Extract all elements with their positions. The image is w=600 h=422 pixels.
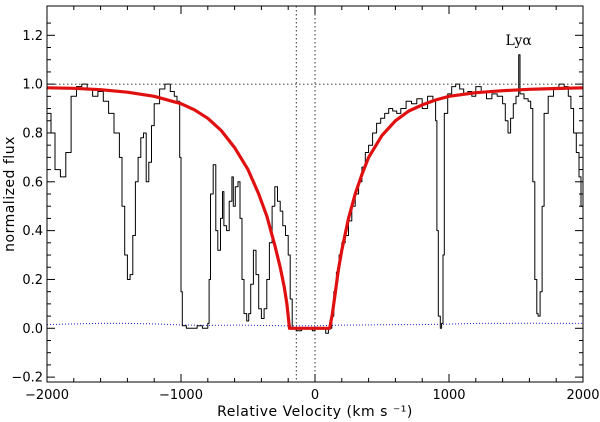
y-tick-label: 0.2: [22, 273, 43, 288]
x-tick-label: −2000: [25, 388, 69, 403]
y-tick-label: −0.2: [11, 371, 43, 386]
y-tick-label: 0.0: [22, 322, 43, 337]
model-profile-series: [46, 86, 584, 330]
y-tick-label: 1.2: [22, 29, 43, 44]
y-axis-label: normalized flux: [2, 136, 18, 252]
plot-frame: [46, 5, 584, 383]
y-tick-label: 0.8: [22, 126, 43, 141]
observed-flux-series: [47, 54, 584, 334]
x-tick-label: −1000: [159, 388, 203, 403]
x-axis-label: Relative Velocity (km s ⁻¹): [217, 404, 413, 420]
y-tick-labels: −0.2 0.0 0.2 0.4 0.6 0.8 1.0 1.2: [11, 29, 43, 386]
x-tick-labels: −2000 −1000 0 1000 2000: [25, 388, 600, 403]
series-layer: [46, 54, 584, 334]
x-tick-label: 1000: [432, 388, 465, 403]
y-tick-label: 0.4: [22, 224, 43, 239]
x-tick-label: 2000: [566, 388, 599, 403]
y-tick-label: 1.0: [22, 78, 43, 93]
lyman-alpha-annotation: Lyα: [505, 33, 532, 49]
x-tick-label: 0: [311, 388, 319, 403]
reference-lines: [47, 6, 583, 382]
y-tick-label: 0.6: [22, 175, 43, 190]
